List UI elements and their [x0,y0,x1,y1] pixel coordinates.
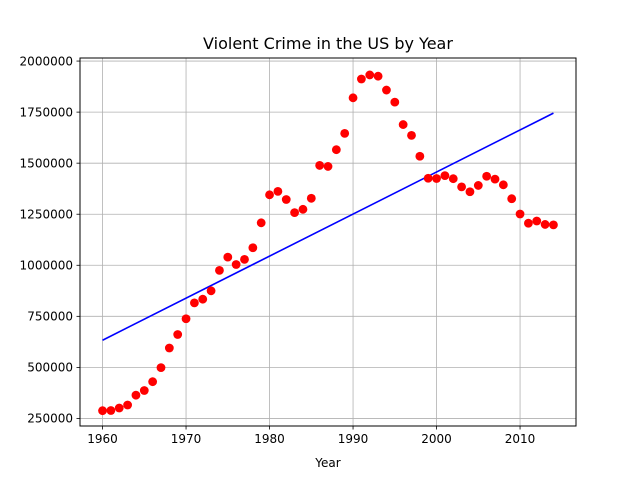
data-point [532,216,542,226]
data-point [524,218,533,228]
y-tick-label: 1000000 [20,259,73,273]
data-point [106,406,116,415]
data-point [507,194,517,204]
data-point [273,186,283,196]
trend-line [102,112,554,341]
x-tick-label: 1960 [87,432,118,446]
x-tick-label: 2000 [421,432,452,446]
data-point [198,294,208,304]
data-point [248,243,258,253]
data-point [423,173,433,183]
data-point [490,174,500,184]
data-point [215,265,224,275]
y-tick-label: 1250000 [20,208,73,222]
data-point [189,298,199,308]
data-point [164,343,174,353]
data-point [114,403,124,413]
data-point [131,390,141,400]
data-point [457,182,467,192]
plot-frame [79,57,577,427]
x-axis: 1960 1970 1980 1990 2000 2010 [87,426,535,446]
series-layer [98,70,558,416]
data-point [298,204,308,214]
x-tick-label: 1980 [254,432,285,446]
data-point [181,314,191,324]
data-point [398,120,408,129]
data-point [473,181,483,190]
data-point [448,174,458,184]
data-point [123,400,132,410]
data-point [373,71,383,81]
data-point [173,330,183,339]
data-point [348,93,358,103]
data-point [265,190,274,200]
data-point [365,70,375,80]
x-axis-label: Year [314,456,340,470]
data-point [231,260,241,269]
data-point [340,128,350,138]
y-tick-label: 750000 [27,310,73,324]
x-tick-label: 1990 [338,432,369,446]
data-point [498,180,508,190]
data-point [139,386,149,395]
data-point [357,74,366,84]
y-tick-label: 500000 [27,361,73,375]
x-tick-label: 2010 [505,432,536,446]
data-point [407,130,416,140]
data-point [290,208,299,217]
y-tick-label: 1750000 [20,105,73,119]
data-point [148,377,158,387]
data-point [515,209,525,219]
data-point [331,145,341,155]
y-tick-label: 250000 [27,412,73,426]
data-point [306,193,316,203]
y-tick-label: 1500000 [20,156,73,170]
data-point [390,97,400,107]
data-point [98,406,107,416]
data-point [432,174,441,183]
data-point [206,286,216,296]
data-point [540,220,550,229]
grid [80,58,576,426]
data-point [382,85,391,95]
chart-title: Violent Crime in the US by Year [203,34,453,53]
data-point [440,171,450,181]
data-point [315,161,325,170]
data-point [223,252,233,262]
data-point [240,254,249,264]
data-point [465,187,475,197]
x-tick-label: 1970 [171,432,202,446]
data-point [323,162,333,171]
data-point [549,220,558,230]
data-point [415,151,425,161]
y-axis: 250000 500000 750000 1000000 1250000 1500000 1… [20,54,80,426]
data-point [156,363,166,372]
data-point [256,218,266,228]
data-point [482,171,492,181]
data-point [281,195,291,204]
y-tick-label: 2000000 [20,54,73,68]
